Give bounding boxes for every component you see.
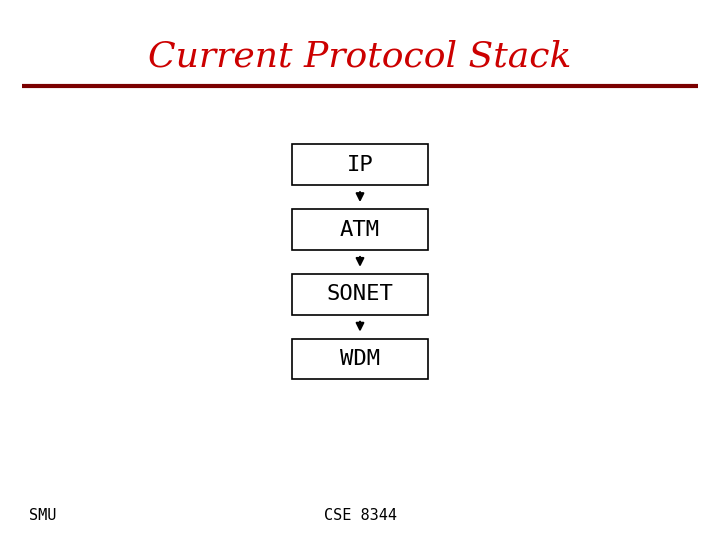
FancyBboxPatch shape bbox=[292, 145, 428, 185]
Text: ATM: ATM bbox=[340, 219, 380, 240]
Text: SONET: SONET bbox=[327, 284, 393, 305]
FancyBboxPatch shape bbox=[292, 339, 428, 379]
Text: Current Protocol Stack: Current Protocol Stack bbox=[148, 40, 572, 73]
Text: SMU: SMU bbox=[29, 508, 56, 523]
FancyBboxPatch shape bbox=[292, 274, 428, 314]
FancyBboxPatch shape bbox=[292, 210, 428, 249]
Text: IP: IP bbox=[346, 154, 374, 175]
Text: CSE 8344: CSE 8344 bbox=[323, 508, 397, 523]
Text: WDM: WDM bbox=[340, 349, 380, 369]
